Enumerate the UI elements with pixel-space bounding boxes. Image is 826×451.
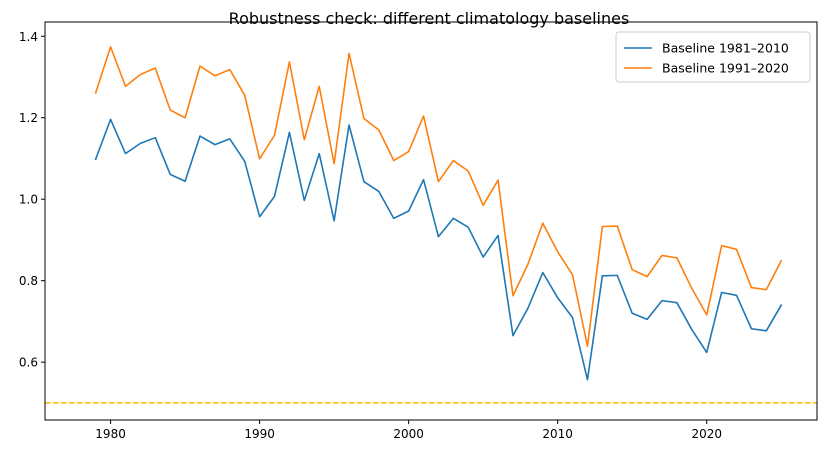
axis-ticks: 1980 1990 2000 2010 2020 0.6 0.8 1.0 1.2 1.4 bbox=[19, 30, 722, 441]
plot-area bbox=[45, 46, 817, 404]
y-tick-label: 1.4 bbox=[19, 30, 38, 44]
x-tick-label: 1990 bbox=[244, 427, 275, 441]
legend: Baseline 1981–2010 Baseline 1991–2020 bbox=[615, 31, 811, 83]
series-line-2 bbox=[94, 46, 783, 348]
y-tick-label: 0.6 bbox=[19, 356, 38, 370]
y-tick-label: 1.0 bbox=[19, 193, 38, 207]
legend-label-1: Baseline 1981–2010 bbox=[662, 41, 789, 56]
x-tick-label: 2000 bbox=[393, 427, 424, 441]
legend-label-2: Baseline 1991–2020 bbox=[662, 61, 789, 76]
series-line-1 bbox=[94, 118, 783, 381]
y-tick-label: 0.8 bbox=[19, 274, 38, 288]
y-tick-label: 1.2 bbox=[19, 111, 38, 125]
x-tick-label: 2010 bbox=[542, 427, 573, 441]
legend-box bbox=[615, 31, 811, 83]
axes-frame bbox=[44, 21, 818, 421]
chart-title: Robustness check: different climatology … bbox=[229, 9, 630, 28]
x-tick-label: 1980 bbox=[95, 427, 126, 441]
x-tick-label: 2020 bbox=[691, 427, 722, 441]
